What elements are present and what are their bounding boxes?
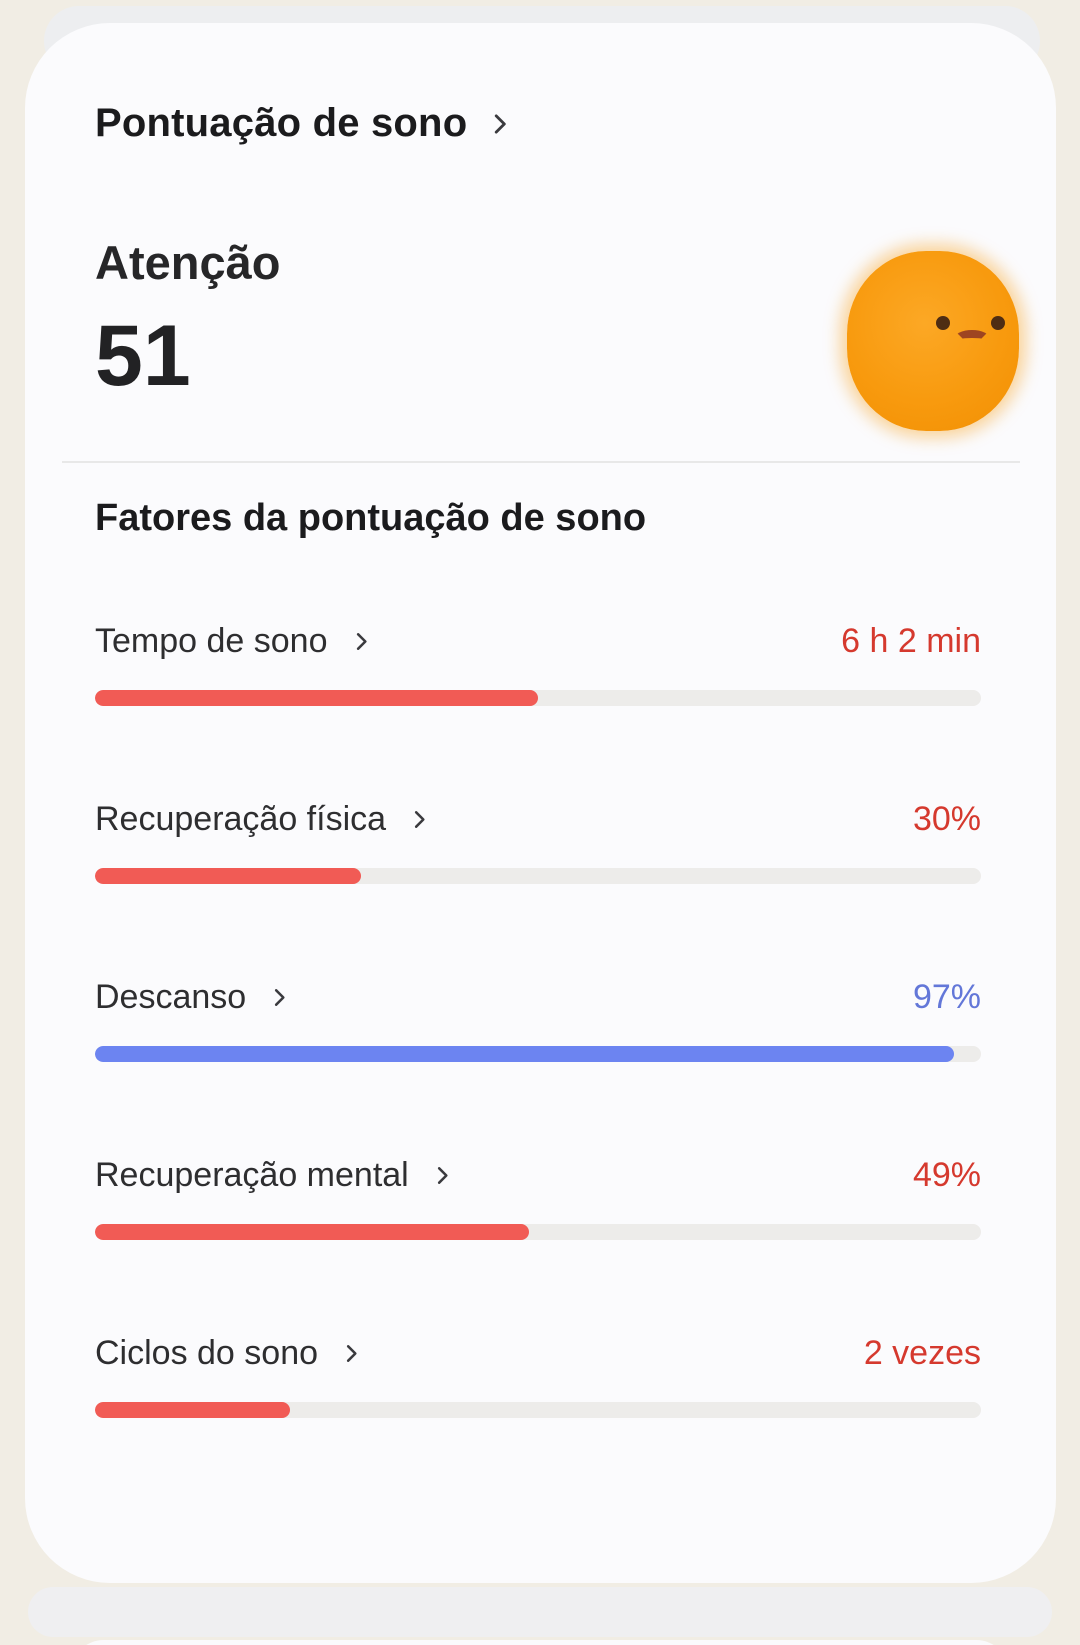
factor-row-rest[interactable]: Descanso 97% (95, 974, 981, 1062)
factor-label: Descanso (95, 977, 247, 1016)
chevron-right-icon (318, 1342, 363, 1365)
progress-bar-track (95, 1046, 981, 1062)
mascot-left-eye (936, 315, 951, 330)
sad-mascot-illustration (847, 251, 1019, 431)
factor-row-sleep-cycles[interactable]: Ciclos do sono 2 vezes (95, 1330, 981, 1418)
factor-label: Recuperação física (95, 799, 387, 838)
factors-list: Tempo de sono 6 h 2 min Recuperação físi… (95, 618, 981, 1508)
sleep-score-title-row[interactable]: Pontuação de sono (95, 101, 513, 146)
progress-bar-track (95, 1224, 981, 1240)
factor-value: 6 h 2 min (841, 621, 981, 660)
page-title: Pontuação de sono (95, 101, 468, 145)
factor-row-physical-recovery[interactable]: Recuperação física 30% (95, 796, 981, 884)
factor-value: 2 vezes (863, 1333, 981, 1372)
progress-bar-fill (95, 868, 361, 884)
mascot-frown-mouth (953, 330, 990, 348)
progress-bar-fill (95, 1224, 530, 1240)
progress-bar-fill (95, 1402, 290, 1418)
progress-bar-track (95, 690, 981, 706)
sleep-score-status: Atenção (95, 236, 281, 289)
factors-section-heading: Fatores da pontuação de sono (95, 497, 647, 539)
chevron-right-icon (409, 1164, 454, 1187)
next-card-top-edge (70, 1640, 1010, 1645)
factor-row-mental-recovery[interactable]: Recuperação mental 49% (95, 1152, 981, 1240)
chevron-right-icon (328, 630, 373, 653)
mascot-right-eye (991, 315, 1006, 330)
divider-line (62, 461, 1020, 463)
progress-bar-fill (95, 1046, 955, 1062)
factor-value: 49% (912, 1155, 981, 1194)
progress-bar-fill (95, 690, 538, 706)
chevron-right-icon (246, 986, 291, 1009)
sleep-score-value: 51 (95, 308, 191, 404)
factor-row-sleep-time[interactable]: Tempo de sono 6 h 2 min (95, 618, 981, 706)
progress-bar-track (95, 1402, 981, 1418)
factor-label: Ciclos do sono (95, 1333, 319, 1372)
stacked-card-behind-bottom (28, 1587, 1052, 1637)
progress-bar-track (95, 868, 981, 884)
factor-value: 97% (912, 977, 981, 1016)
sleep-score-card: Pontuação de sono Atenção 51 Fatores da … (25, 23, 1056, 1583)
chevron-right-icon (487, 111, 513, 137)
factor-label: Recuperação mental (95, 1155, 409, 1194)
chevron-right-icon (386, 808, 431, 831)
factor-label: Tempo de sono (95, 621, 328, 660)
factor-value: 30% (912, 799, 981, 838)
